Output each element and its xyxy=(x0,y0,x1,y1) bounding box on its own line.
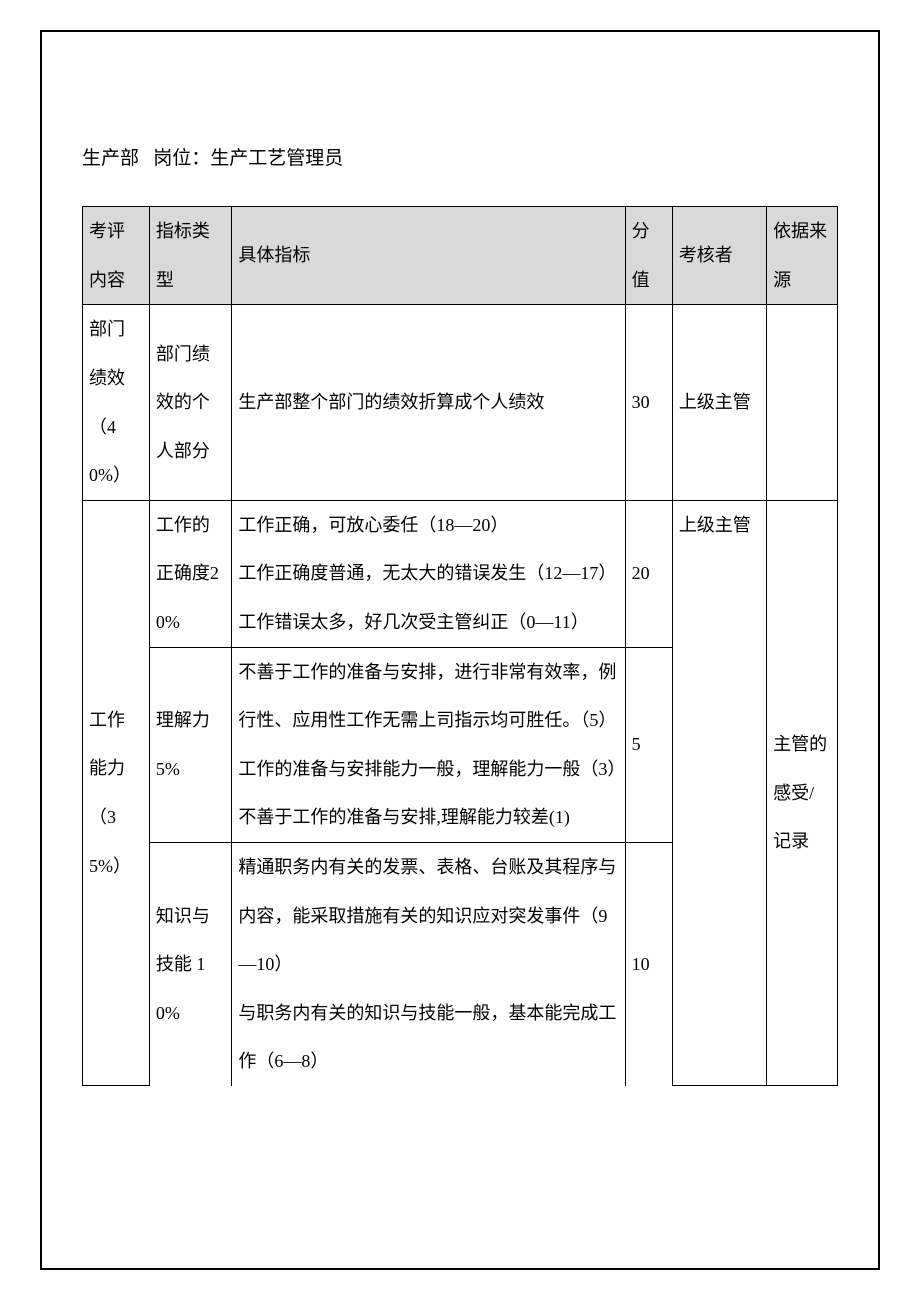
header-type: 指标类型 xyxy=(149,207,232,305)
cell-source-work: 主管的感受/记录 xyxy=(767,500,838,1086)
page-frame: 生产部 岗位：生产工艺管理员 考评内容 指标类型 具体指标 分值 考核者 依据来… xyxy=(40,30,880,1270)
header-source: 依据来源 xyxy=(767,207,838,305)
cell-content-work-ability: 工作能力（35%） xyxy=(83,500,150,1086)
table-row: 部门绩效（40%） 部门绩效的个人部分 生产部整个部门的绩效折算成个人绩效 30… xyxy=(83,305,838,500)
indicator-line: 与职务内有关的知识与技能一般，基本能完成工作（6—8） xyxy=(238,989,618,1086)
title-line: 生产部 岗位：生产工艺管理员 xyxy=(82,142,838,176)
position-value: 生产工艺管理员 xyxy=(210,148,343,169)
cell-score-understanding: 5 xyxy=(625,647,672,842)
indicator-line: 工作错误太多，好几次受主管纠正（0—11） xyxy=(238,598,618,647)
cell-score-knowledge: 10 xyxy=(625,842,672,1085)
cell-source-dept xyxy=(767,305,838,500)
indicator-line: 精通职务内有关的发票、表格、台账及其程序与内容，能采取措施有关的知识应对突发事件… xyxy=(238,843,618,989)
cell-score-accuracy: 20 xyxy=(625,500,672,647)
position-prefix: 岗位： xyxy=(153,148,210,169)
indicator-line: 工作正确，可放心委任（18—20） xyxy=(238,501,618,550)
department-label: 生产部 xyxy=(82,148,139,169)
table-header-row: 考评内容 指标类型 具体指标 分值 考核者 依据来源 xyxy=(83,207,838,305)
evaluation-table: 考评内容 指标类型 具体指标 分值 考核者 依据来源 部门绩效（40%） 部门绩… xyxy=(82,206,838,1086)
indicator-line: 不善于工作的准备与安排,理解能力较差(1) xyxy=(238,793,618,842)
cell-content-dept: 部门绩效（40%） xyxy=(83,305,150,500)
cell-examiner-dept: 上级主管 xyxy=(672,305,766,500)
cell-indicator-knowledge: 精通职务内有关的发票、表格、台账及其程序与内容，能采取措施有关的知识应对突发事件… xyxy=(232,842,625,1085)
cell-type-knowledge: 知识与技能 10% xyxy=(149,842,232,1085)
table-row: 工作能力（35%） 工作的正确度20% 工作正确，可放心委任（18—20） 工作… xyxy=(83,500,838,647)
cell-examiner-work: 上级主管 xyxy=(672,500,766,1086)
cell-type-dept: 部门绩效的个人部分 xyxy=(149,305,232,500)
cell-indicator-dept: 生产部整个部门的绩效折算成个人绩效 xyxy=(232,305,625,500)
cell-type-accuracy: 工作的正确度20% xyxy=(149,500,232,647)
cell-score-dept: 30 xyxy=(625,305,672,500)
cell-indicator-understanding: 不善于工作的准备与安排，进行非常有效率，例行性、应用性工作无需上司指示均可胜任。… xyxy=(232,647,625,842)
indicator-line: 工作正确度普通，无太大的错误发生（12—17） xyxy=(238,549,618,598)
indicator-line: 不善于工作的准备与安排，进行非常有效率，例行性、应用性工作无需上司指示均可胜任。… xyxy=(238,648,618,745)
header-content: 考评内容 xyxy=(83,207,150,305)
header-examiner: 考核者 xyxy=(672,207,766,305)
header-indicator: 具体指标 xyxy=(232,207,625,305)
indicator-line: 工作的准备与安排能力一般，理解能力一般（3） xyxy=(238,745,618,794)
cell-type-understanding: 理解力5% xyxy=(149,647,232,842)
cell-indicator-accuracy: 工作正确，可放心委任（18—20） 工作正确度普通，无太大的错误发生（12—17… xyxy=(232,500,625,647)
header-score: 分值 xyxy=(625,207,672,305)
